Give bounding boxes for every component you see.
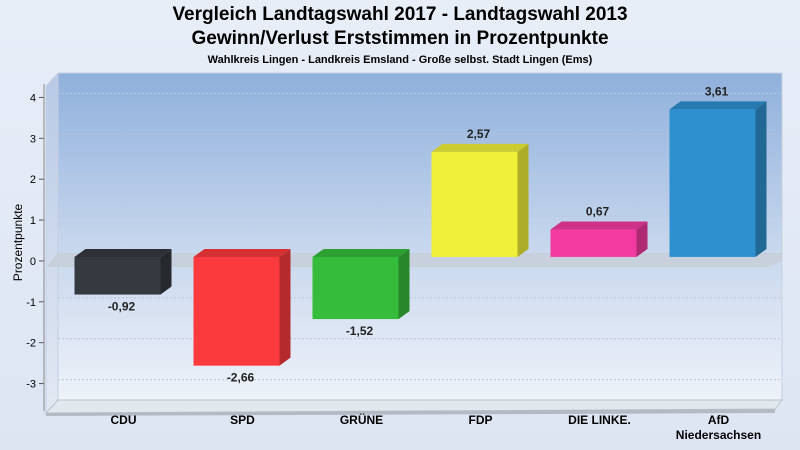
bar-top bbox=[550, 221, 648, 230]
bar-front bbox=[193, 256, 280, 366]
y-tick-label: -3 bbox=[26, 379, 36, 391]
y-tick-label: 2 bbox=[30, 174, 36, 186]
x-tick-label: CDU bbox=[111, 413, 137, 427]
x-tick-label: AfD bbox=[708, 413, 730, 427]
chart-title-line-1: Vergleich Landtagswahl 2017 - Landtagswa… bbox=[172, 4, 628, 25]
y-axis-title: Prozentpunkte bbox=[11, 203, 25, 281]
x-tick-label: DIE LINKE. bbox=[568, 413, 631, 427]
plot-floor-edge bbox=[46, 409, 775, 416]
chart-subtitle: Wahlkreis Lingen - Landkreis Emsland - G… bbox=[207, 54, 593, 66]
bar-front bbox=[74, 256, 161, 295]
y-tick-label: -2 bbox=[26, 338, 36, 350]
bar-top bbox=[431, 143, 529, 152]
data-label: 3,61 bbox=[705, 84, 729, 98]
bar-front bbox=[669, 109, 756, 257]
bar-front bbox=[312, 256, 399, 320]
bar-afd-niedersachsen bbox=[669, 101, 767, 257]
bar-side bbox=[160, 248, 172, 295]
y-tick-label: 3 bbox=[30, 133, 36, 145]
x-tick-label: SPD bbox=[230, 413, 255, 427]
chart-title-line-2: Gewinn/Verlust Erststimmen in Prozentpun… bbox=[191, 28, 609, 49]
data-label: 2,57 bbox=[467, 127, 491, 141]
bar-top bbox=[312, 248, 410, 257]
data-label: -1,52 bbox=[346, 324, 374, 338]
x-tick-label: GRÜNE bbox=[340, 412, 383, 427]
bar-grüne bbox=[312, 248, 410, 320]
bar-side bbox=[636, 221, 648, 257]
plot-left-wall bbox=[45, 71, 59, 415]
y-tick-label: 4 bbox=[30, 92, 36, 104]
y-tick-label: 0 bbox=[30, 256, 36, 268]
y-tick-label: 1 bbox=[30, 215, 36, 227]
data-label: 0,67 bbox=[586, 205, 610, 219]
y-tick-label: -1 bbox=[26, 297, 36, 309]
bar-cdu bbox=[74, 248, 172, 295]
x-tick-label: Niedersachsen bbox=[676, 428, 761, 442]
bar-side bbox=[517, 143, 529, 257]
bar-top bbox=[669, 101, 767, 110]
bar-spd bbox=[193, 248, 291, 366]
data-label: -2,66 bbox=[227, 371, 255, 385]
bar-side bbox=[755, 101, 767, 257]
plot-area bbox=[57, 72, 783, 401]
bar-side bbox=[279, 248, 291, 366]
bar-die-linke- bbox=[550, 221, 648, 257]
bar-top bbox=[74, 248, 172, 257]
bar-side bbox=[398, 248, 410, 320]
x-tick-label: FDP bbox=[469, 413, 493, 427]
bar-front bbox=[550, 229, 637, 257]
bar-top bbox=[193, 248, 291, 257]
bar-fdp bbox=[431, 143, 529, 257]
bar-front bbox=[431, 151, 518, 257]
data-label: -0,92 bbox=[108, 300, 136, 314]
